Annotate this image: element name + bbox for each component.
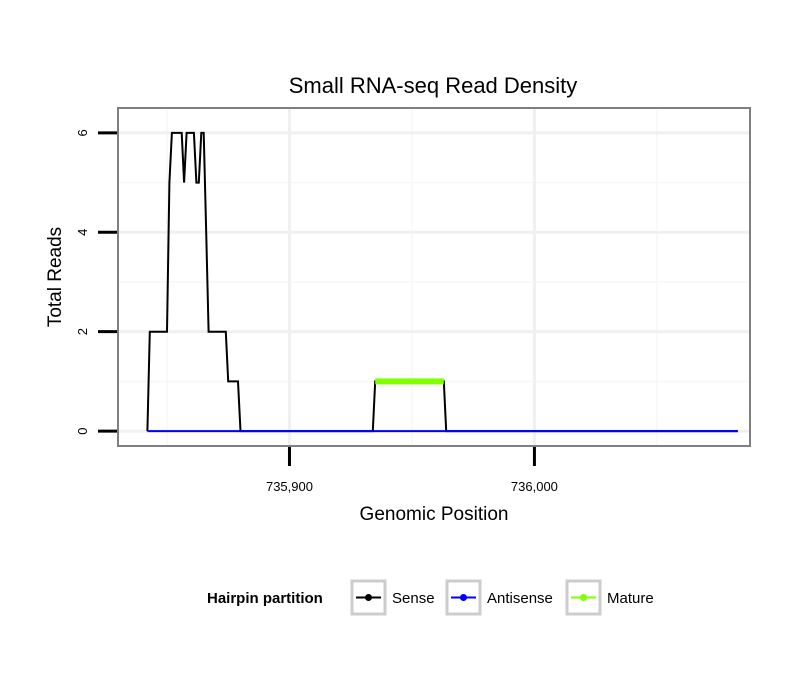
series-layer xyxy=(146,131,738,433)
x-tick-label: 735,900 xyxy=(266,479,313,494)
y-axis-title: Total Reads xyxy=(45,227,66,327)
minor-gridlines xyxy=(119,109,749,445)
chart-title: Small RNA-seq Read Density xyxy=(289,73,578,98)
legend-label-sense: Sense xyxy=(392,590,435,607)
legend-point-antisense xyxy=(460,594,467,601)
legend-point-sense xyxy=(365,594,372,601)
x-tick-label: 736,000 xyxy=(511,479,558,494)
legend: Hairpin partition Sense Antisense Mature xyxy=(207,579,654,616)
legend-label-antisense: Antisense xyxy=(487,590,553,607)
y-tick-label: 0 xyxy=(75,427,90,434)
legend-point-mature xyxy=(580,594,587,601)
y-axis: 0 2 4 6 xyxy=(75,129,117,435)
x-axis-title: Genomic Position xyxy=(360,504,509,525)
y-tick-label: 6 xyxy=(75,129,90,136)
y-tick-label: 4 xyxy=(75,229,90,236)
y-tick-label: 2 xyxy=(75,328,90,335)
x-axis: 735,900 736,000 xyxy=(266,447,558,494)
legend-title: Hairpin partition xyxy=(207,590,323,607)
plot-panel xyxy=(117,107,751,447)
legend-label-mature: Mature xyxy=(607,590,654,607)
